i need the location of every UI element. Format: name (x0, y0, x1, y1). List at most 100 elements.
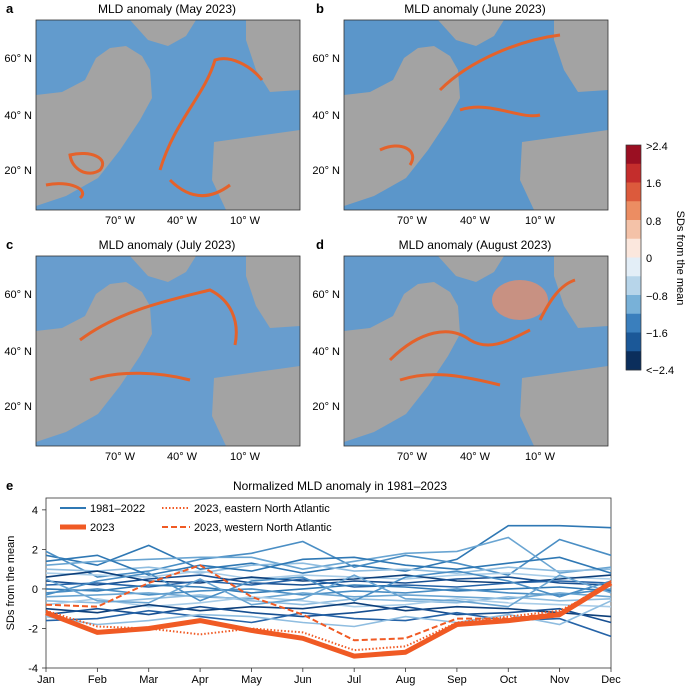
panel-c-north-america (36, 256, 152, 442)
panel-c-greenland (130, 256, 196, 282)
panel-d-lon-70: 70° W (397, 451, 428, 463)
panel-d-contour (388, 278, 576, 387)
x-tick-label: Apr (192, 674, 209, 686)
y-tick-label: 2 (32, 544, 38, 556)
panel-c-africa (212, 366, 300, 446)
panel-d-lat-20: 20° N (312, 401, 340, 413)
panel-c-lon-10: 10° W (230, 451, 261, 463)
history-line (45, 574, 612, 608)
panel-c-europe (246, 256, 300, 328)
legend-label-2023: 2023 (90, 522, 114, 534)
panel-a-europe (246, 20, 300, 92)
y-axis-label: SDs from the mean (5, 536, 17, 631)
panel-c-lat-40: 40° N (4, 346, 32, 358)
panel-a-title: MLD anomaly (May 2023) (98, 2, 236, 16)
panel-b-letter: b (316, 1, 324, 16)
x-tick-label: Jan (37, 674, 55, 686)
panel-d-africa (520, 366, 608, 446)
panel-b-title: MLD anomaly (June 2023) (404, 2, 545, 16)
panel-d-lat-40: 40° N (312, 346, 340, 358)
panel-a: a MLD anomaly (May 2023) 60° N 40° N 20°… (4, 1, 301, 227)
x-tick-label: Dec (601, 674, 621, 686)
colorbar-label: SDs from the mean (674, 211, 685, 306)
panel-a-north-america (36, 20, 152, 206)
history-line (45, 570, 612, 580)
panel-e-letter: e (6, 478, 13, 493)
panel-c: c MLD anomaly (July 2023) 60° N 40° N 20… (4, 237, 301, 463)
legend-label-western: 2023, western North Atlantic (194, 522, 332, 534)
history-line (45, 594, 612, 606)
colorbar-cell (626, 313, 641, 333)
colorbar-cell (626, 332, 641, 352)
panel-d-lon-10: 10° W (525, 451, 556, 463)
colorbar-tick-6: <−2.4 (646, 365, 674, 377)
panel-a-lat-40: 40° N (4, 110, 32, 122)
panel-d-greenland (438, 256, 504, 282)
panel-d-letter: d (316, 237, 324, 252)
colorbar-cell (626, 276, 641, 296)
panel-d-lon-40: 40° W (460, 451, 491, 463)
panel-a-letter: a (6, 1, 14, 16)
colorbar-tick-1: 1.6 (646, 178, 661, 190)
panel-b-lon-40: 40° W (460, 215, 491, 227)
panel-c-lon-70: 70° W (105, 451, 136, 463)
panel-a-contour (45, 152, 104, 200)
panel-b-contour (379, 33, 561, 166)
legend-label-history: 1981–2022 (90, 503, 145, 515)
panel-c-title: MLD anomaly (July 2023) (99, 238, 236, 252)
colorbar-cell (626, 201, 641, 221)
x-axis: Jan Feb Mar Apr May Jun Jul Aug Sep Oct Nov Dec (37, 668, 621, 686)
x-tick-label: Jun (294, 674, 312, 686)
x-tick-label: Feb (88, 674, 107, 686)
panel-e: e Normalized MLD anomaly in 1981–2023 -4… (5, 478, 621, 686)
colorbar-cell (626, 182, 641, 202)
colorbar-tick-0: >2.4 (646, 141, 668, 153)
panel-b-lat-20: 20° N (312, 165, 340, 177)
panel-a-lon-40: 40° W (167, 215, 198, 227)
panel-b-greenland (438, 20, 504, 46)
panel-b: b MLD anomaly (June 2023) 60° N 40° N 20… (312, 1, 609, 227)
history-line (45, 554, 612, 576)
panel-c-lat-20: 20° N (4, 401, 32, 413)
highlight-series (45, 564, 613, 659)
colorbar-cell (626, 238, 641, 258)
y-tick-label: -4 (28, 663, 38, 675)
panel-c-lat-60: 60° N (4, 289, 32, 301)
line-2023-eastern (45, 584, 612, 652)
colorbar-cell (626, 163, 641, 183)
panel-d-europe (554, 256, 608, 328)
panel-c-contour (79, 288, 238, 382)
colorbar-cell (626, 295, 641, 315)
line-2023 (45, 580, 613, 659)
panel-a-lat-60: 60° N (4, 53, 32, 65)
panel-d-title: MLD anomaly (August 2023) (399, 238, 552, 252)
history-line (45, 605, 612, 624)
panel-a-lon-10: 10° W (230, 215, 261, 227)
panel-b-lon-10: 10° W (525, 215, 556, 227)
x-tick-label: Sep (447, 674, 467, 686)
panel-b-africa (520, 130, 608, 210)
panel-a-greenland (130, 20, 196, 46)
colorbar-tick-4: −0.8 (646, 291, 668, 303)
panel-c-lon-40: 40° W (167, 451, 198, 463)
panel-a-lon-70: 70° W (105, 215, 136, 227)
history-line (45, 570, 612, 602)
colorbar-tick-3: 0 (646, 253, 652, 265)
line-2023-western (45, 564, 612, 642)
history-line (45, 601, 612, 618)
colorbar-cell (626, 220, 641, 240)
panel-a-lat-20: 20° N (4, 165, 32, 177)
y-tick-label: 0 (32, 584, 38, 596)
panel-d-lat-60: 60° N (312, 289, 340, 301)
panel-d: d MLD anomaly (August 2023) 60° N 40° N … (312, 237, 609, 463)
x-tick-label: May (241, 674, 262, 686)
colorbar-cell (626, 351, 641, 371)
panel-b-europe (554, 20, 608, 92)
colorbar-cell (626, 257, 641, 277)
history-series (45, 524, 612, 638)
history-line (45, 562, 612, 574)
y-tick-label: -2 (28, 623, 38, 635)
x-tick-label: Aug (396, 674, 416, 686)
y-axis: -4 -2 0 2 4 (28, 505, 46, 675)
